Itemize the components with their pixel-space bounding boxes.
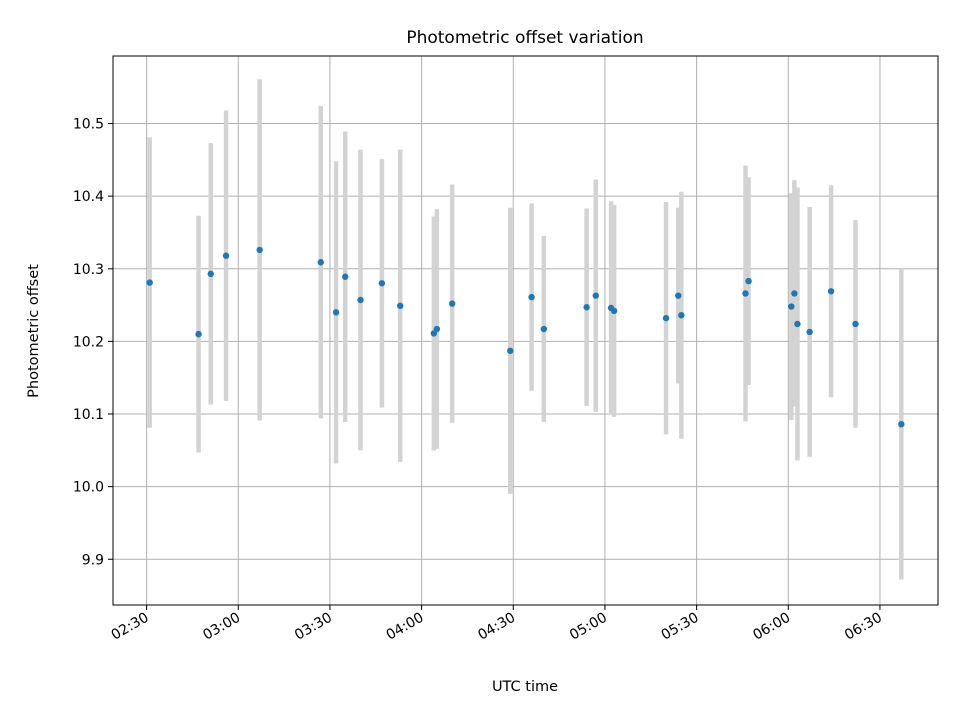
data-point xyxy=(378,280,386,287)
x-tick-label: 06:00 xyxy=(750,610,793,644)
data-point xyxy=(592,292,599,299)
data-point xyxy=(788,303,795,310)
data-point xyxy=(583,304,590,311)
x-tick-label: 03:30 xyxy=(292,610,335,644)
data-point xyxy=(528,293,535,301)
data-point xyxy=(745,277,752,285)
data-point xyxy=(207,270,214,278)
y-tick-label: 10.1 xyxy=(73,407,104,423)
data-points xyxy=(146,246,905,428)
y-axis-label: Photometric offset xyxy=(26,264,42,398)
data-point xyxy=(742,290,749,297)
y-tick-label: 10.3 xyxy=(73,262,104,278)
data-point xyxy=(678,312,685,319)
data-point xyxy=(827,288,835,295)
plot-frame xyxy=(112,55,939,606)
data-point xyxy=(540,325,548,333)
data-point xyxy=(507,347,514,355)
data-point xyxy=(146,279,153,286)
x-tick-label: 03:00 xyxy=(200,610,243,644)
x-tick-label: 02:30 xyxy=(109,610,152,644)
data-point xyxy=(610,307,618,315)
data-point xyxy=(317,259,324,266)
data-point xyxy=(222,252,230,259)
data-point xyxy=(195,330,202,338)
data-point xyxy=(342,273,349,280)
data-point xyxy=(448,300,456,307)
x-axis-label: UTC time xyxy=(492,679,558,695)
data-point xyxy=(332,309,340,316)
x-tick-label: 05:00 xyxy=(567,610,610,644)
x-axis: 02:30 03:00 03:30 04:00 04:30 05:00 05:30 06:00… xyxy=(109,605,885,644)
y-tick-label: 10.2 xyxy=(73,334,104,350)
x-tick-label: 04:00 xyxy=(384,610,427,644)
chart-title: Photometric offset variation xyxy=(406,28,643,48)
y-tick-label: 9.9 xyxy=(82,552,104,568)
x-tick-label: 04:30 xyxy=(475,610,518,644)
data-point xyxy=(806,328,813,336)
x-tick-label: 05:30 xyxy=(659,610,702,644)
data-point xyxy=(675,292,682,299)
data-point xyxy=(397,302,404,310)
data-point xyxy=(898,420,905,428)
data-point xyxy=(357,296,364,304)
y-tick-label: 10.0 xyxy=(73,480,104,496)
y-tick-label: 10.5 xyxy=(73,117,104,133)
y-tick-label: 10.4 xyxy=(73,189,104,205)
data-point xyxy=(433,325,441,333)
data-point xyxy=(791,290,798,297)
data-point xyxy=(662,314,670,322)
data-point xyxy=(256,246,263,254)
y-axis: 9.9 10.0 10.1 10.2 10.3 10.4 10.5 xyxy=(73,117,113,568)
x-tick-label: 06:30 xyxy=(842,610,885,644)
grid xyxy=(113,56,938,605)
data-point xyxy=(794,320,801,328)
data-point xyxy=(852,320,859,328)
